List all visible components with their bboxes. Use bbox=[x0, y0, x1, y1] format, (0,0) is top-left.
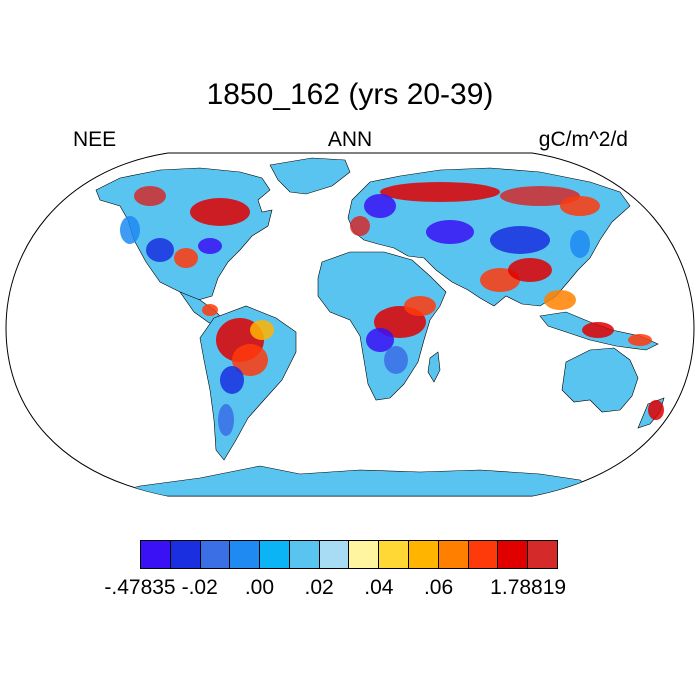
colorbar-tick-label: .06 bbox=[423, 576, 454, 599]
colorbar-tick-label: -.02 bbox=[181, 576, 218, 599]
greenland bbox=[269, 157, 351, 195]
data-hotspot bbox=[544, 290, 576, 310]
data-hotspot bbox=[380, 182, 500, 202]
colorbar-swatch-4 bbox=[260, 541, 290, 568]
data-hotspot bbox=[250, 320, 274, 340]
data-hotspot bbox=[490, 226, 550, 254]
data-hotspot bbox=[350, 216, 370, 236]
colorbar-swatch-11 bbox=[468, 541, 499, 568]
colorbar-tick-label: -.47835 bbox=[104, 576, 176, 599]
data-hotspot bbox=[232, 344, 268, 376]
australia bbox=[561, 347, 639, 413]
data-hotspot bbox=[220, 366, 244, 394]
colorbar-swatch-9 bbox=[409, 541, 439, 568]
data-hotspot bbox=[628, 334, 652, 346]
colorbar-swatch-8 bbox=[379, 541, 410, 568]
data-hotspot bbox=[570, 230, 590, 258]
data-hotspot bbox=[146, 238, 174, 262]
units-label: gC/m^2/d bbox=[538, 128, 628, 151]
data-hotspot bbox=[404, 296, 436, 316]
data-hotspot bbox=[218, 404, 234, 436]
data-hotspot bbox=[174, 248, 198, 268]
madagascar bbox=[427, 351, 441, 383]
data-hotspot bbox=[364, 194, 396, 218]
data-hotspots bbox=[120, 182, 664, 436]
colorbar-tick-label: .00 bbox=[244, 576, 275, 599]
data-hotspot bbox=[202, 304, 218, 316]
colorbar-swatch-0 bbox=[141, 541, 171, 568]
data-hotspot bbox=[560, 196, 600, 216]
colorbar-tick-label: .02 bbox=[304, 576, 334, 599]
data-hotspot bbox=[198, 238, 222, 254]
data-hotspot bbox=[384, 346, 408, 374]
period-label: ANN bbox=[327, 128, 373, 151]
colorbar-swatch-10 bbox=[438, 541, 469, 568]
colorbar-swatch-6 bbox=[319, 541, 350, 568]
colorbar-tick-label: .04 bbox=[364, 576, 394, 599]
data-hotspot bbox=[648, 400, 664, 420]
colorbar-swatch-2 bbox=[200, 541, 231, 568]
data-hotspot bbox=[500, 186, 580, 206]
colorbar bbox=[140, 540, 558, 569]
colorbar-swatch-5 bbox=[289, 541, 320, 568]
variable-label: NEE bbox=[73, 128, 117, 151]
data-hotspot bbox=[366, 328, 394, 352]
colorbar-swatch-3 bbox=[230, 541, 261, 568]
colorbar-swatch-13 bbox=[528, 541, 557, 568]
data-hotspot bbox=[426, 220, 474, 244]
colorbar-swatch-1 bbox=[170, 541, 201, 568]
data-hotspot bbox=[190, 198, 250, 226]
colorbar-swatch-12 bbox=[498, 541, 529, 568]
map-title: 1850_162 (yrs 20-39) bbox=[206, 78, 494, 111]
antarctica bbox=[99, 465, 601, 496]
colorbar-swatch-7 bbox=[349, 541, 380, 568]
data-hotspot bbox=[508, 258, 552, 282]
data-hotspot bbox=[120, 216, 140, 244]
colorbar-tick-label: 1.78819 bbox=[490, 576, 567, 599]
data-hotspot bbox=[582, 322, 614, 338]
data-hotspot bbox=[134, 186, 166, 206]
